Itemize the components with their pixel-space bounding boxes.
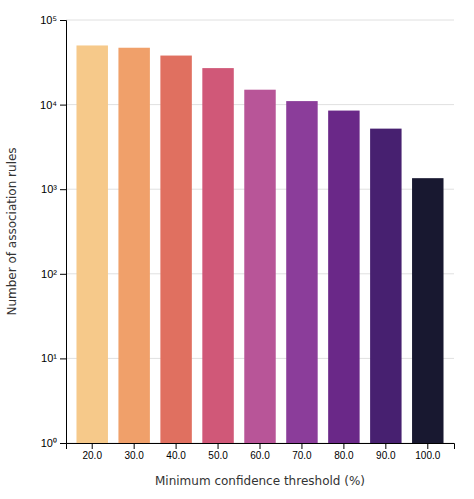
grid-line <box>66 20 454 21</box>
y-tick: 10⁵ <box>40 14 66 26</box>
x-tick: 100.0 <box>415 443 440 461</box>
x-tick-label: 60.0 <box>250 450 270 461</box>
y-tick: 10² <box>41 268 66 280</box>
x-tick-mark <box>92 443 93 449</box>
y-axis-title: Number of association rules <box>5 147 19 315</box>
x-tick-label: 20.0 <box>82 450 102 461</box>
bar <box>412 178 443 443</box>
y-tick-label: 10² <box>41 268 57 280</box>
x-axis-title: Minimum confidence threshold (%) <box>155 474 365 488</box>
y-tick-label: 10⁰ <box>41 437 57 449</box>
y-tick-mark <box>60 274 66 275</box>
y-tick-label: 10¹ <box>41 352 57 364</box>
x-tick-label: 50.0 <box>208 450 228 461</box>
y-tick: 10³ <box>41 183 66 195</box>
y-tick-mark <box>60 443 66 444</box>
y-tick-label: 10³ <box>41 183 57 195</box>
y-tick-label: 10⁵ <box>40 14 57 26</box>
x-tick-label: 100.0 <box>415 450 440 461</box>
bar <box>202 68 233 443</box>
y-tick: 10⁰ <box>41 437 66 449</box>
x-tick: 20.0 <box>82 443 102 461</box>
x-tick: 40.0 <box>166 443 186 461</box>
y-axis-line <box>60 21 67 444</box>
bar <box>76 45 107 443</box>
x-tick-mark <box>176 443 177 449</box>
y-axis: 10⁰ 10¹ 10² 10³ 10⁴ 10⁵ <box>40 14 66 449</box>
y-tick: 10⁴ <box>40 99 66 111</box>
x-tick: 60.0 <box>250 443 270 461</box>
bar <box>244 90 275 443</box>
x-tick-label: 30.0 <box>124 450 144 461</box>
chart: 10⁰ 10¹ 10² 10³ 10⁴ 10⁵ 20.0 30.0 40.0 50.0 60.0 70… <box>0 0 474 499</box>
plot: 10⁰ 10¹ 10² 10³ 10⁴ 10⁵ 20.0 30.0 40.0 50.0 60.0 70… <box>40 14 454 461</box>
x-tick: 30.0 <box>124 443 144 461</box>
y-tick-label: 10⁴ <box>40 99 57 111</box>
x-tick-mark <box>218 443 219 449</box>
bar <box>370 129 401 443</box>
x-tick-label: 40.0 <box>166 450 186 461</box>
bar <box>328 111 359 443</box>
x-axis-line <box>67 444 455 450</box>
x-tick: 80.0 <box>334 443 354 461</box>
x-tick: 90.0 <box>376 443 396 461</box>
y-tick-mark <box>60 20 66 21</box>
x-tick-mark <box>260 443 261 449</box>
x-tick: 50.0 <box>208 443 228 461</box>
y-tick-mark <box>60 358 66 359</box>
y-tick: 10¹ <box>41 352 66 364</box>
x-tick-mark <box>343 443 344 449</box>
bar <box>286 101 317 443</box>
x-tick-label: 70.0 <box>292 450 312 461</box>
bars <box>76 45 443 443</box>
x-tick-mark <box>427 443 428 449</box>
x-axis: 20.0 30.0 40.0 50.0 60.0 70.0 80.0 90.0 100.0 <box>67 443 455 461</box>
bar <box>118 48 149 443</box>
x-tick: 70.0 <box>292 443 312 461</box>
x-tick-label: 80.0 <box>334 450 354 461</box>
y-tick-mark <box>60 189 66 190</box>
y-tick-mark <box>60 105 66 106</box>
grid <box>66 20 454 443</box>
x-tick-mark <box>385 443 386 449</box>
x-tick-mark <box>134 443 135 449</box>
x-tick-label: 90.0 <box>376 450 396 461</box>
x-tick-mark <box>301 443 302 449</box>
bar <box>160 56 191 443</box>
